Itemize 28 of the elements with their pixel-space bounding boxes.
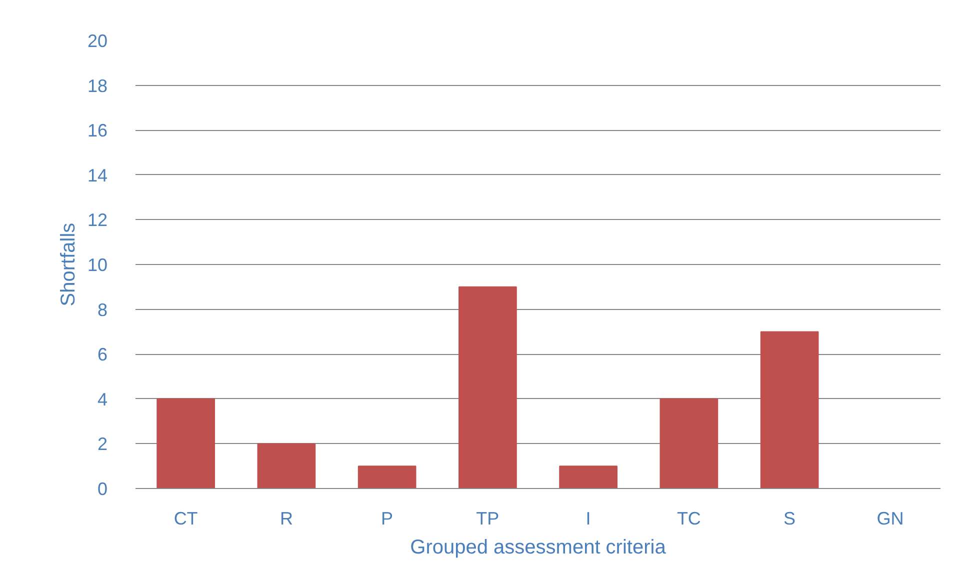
x-tick-label: I — [586, 508, 591, 528]
y-tick-label: 12 — [87, 210, 108, 230]
x-tick-label: GN — [876, 508, 904, 528]
x-tick-label: P — [381, 508, 394, 528]
bar — [358, 466, 416, 488]
y-tick-label: 16 — [87, 120, 108, 141]
y-tick-label: 20 — [87, 31, 108, 51]
bar — [660, 398, 718, 488]
y-axis-title: Shortfalls — [57, 222, 80, 306]
y-tick-label: 8 — [97, 300, 108, 320]
y-tick-label: 14 — [87, 165, 108, 186]
y-tick-label: 10 — [87, 255, 108, 275]
x-tick-label: R — [280, 508, 293, 528]
bar — [156, 398, 215, 488]
bar — [559, 466, 618, 488]
bar — [760, 331, 819, 488]
x-tick-label: TC — [676, 508, 701, 528]
x-axis-title: Grouped assessment criteria — [410, 536, 667, 558]
y-tick-label: 4 — [97, 389, 108, 410]
bar — [257, 443, 316, 488]
y-tick-label: 0 — [97, 479, 108, 499]
x-tick-label: S — [784, 508, 796, 528]
y-tick-label: 6 — [97, 344, 108, 365]
x-tick-label: TP — [476, 508, 500, 528]
y-tick-label: 18 — [87, 76, 108, 96]
x-tick-label: CT — [174, 508, 198, 528]
y-tick-label: 2 — [97, 434, 108, 454]
bar — [458, 286, 517, 488]
